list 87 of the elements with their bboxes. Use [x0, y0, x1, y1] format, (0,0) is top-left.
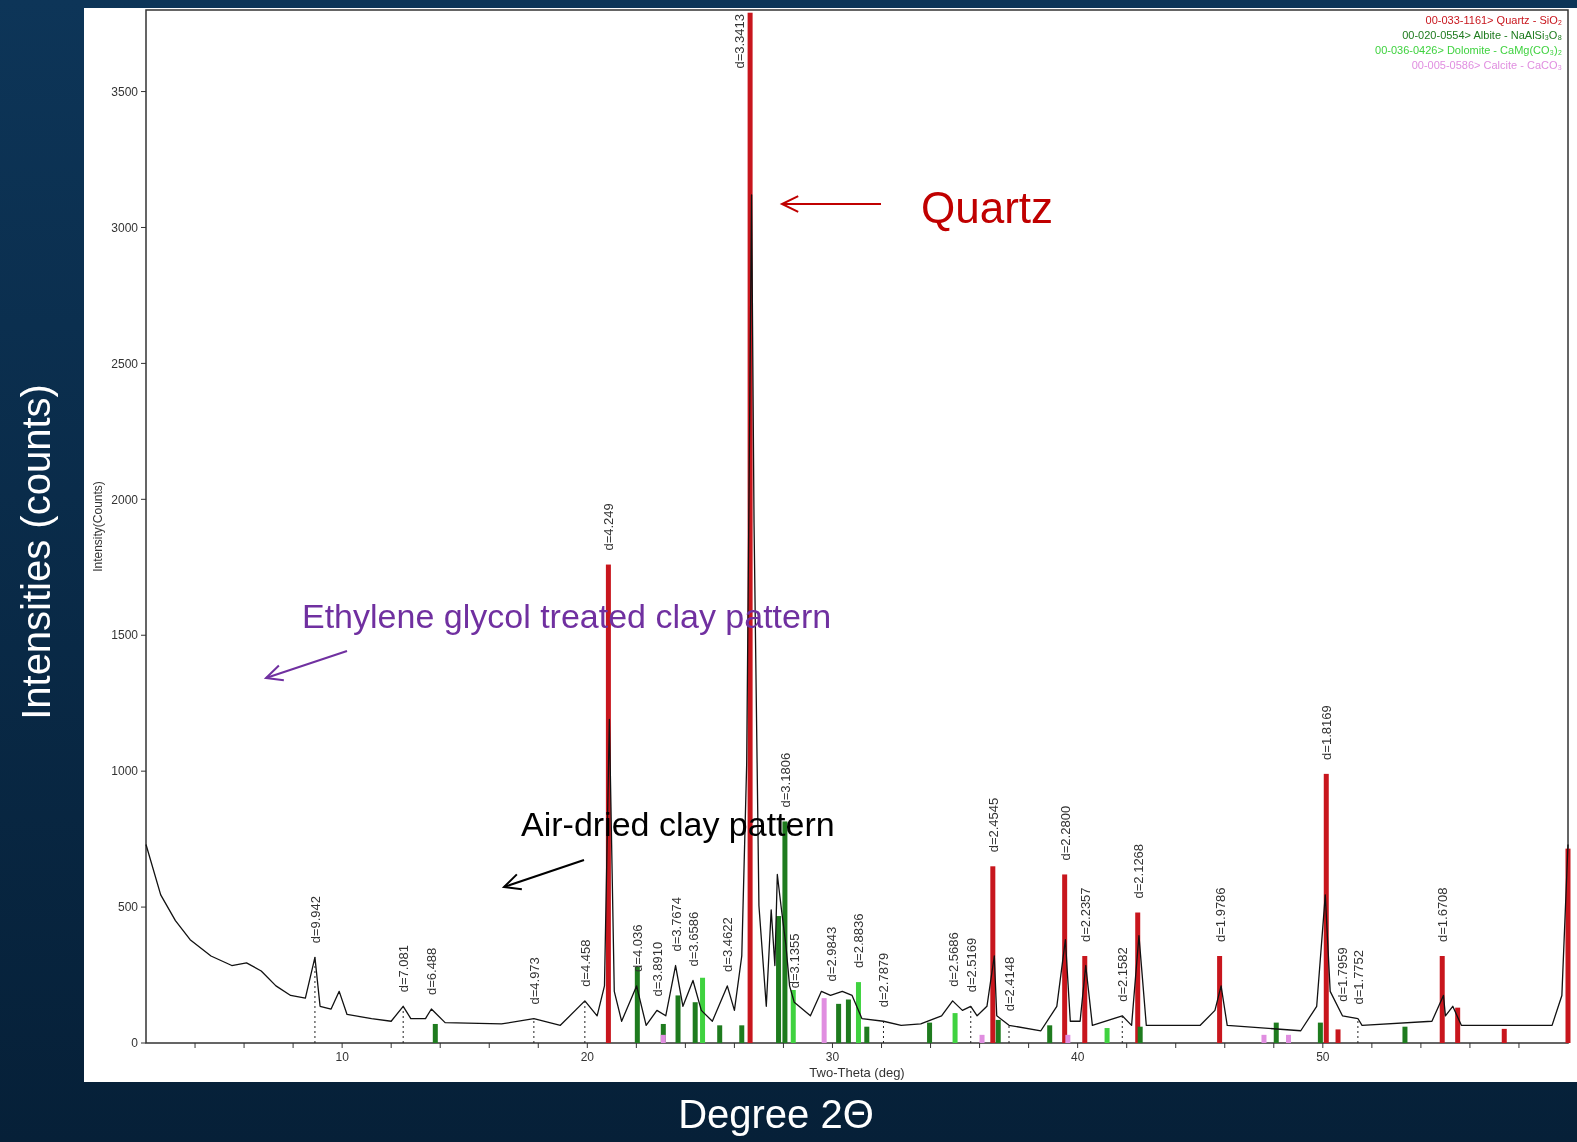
bar	[1217, 956, 1223, 1043]
bar	[1455, 1007, 1461, 1043]
annotation: d=1.6708	[1435, 887, 1451, 943]
y-tick-label: 1000	[111, 764, 139, 779]
annotation: d=3.8910	[649, 941, 665, 997]
annotation: Quartz	[921, 183, 1054, 232]
bar	[1047, 1025, 1053, 1043]
annotation: d=2.2357	[1077, 887, 1093, 943]
annotation: d=1.9786	[1212, 887, 1228, 943]
annotation: d=2.5169	[963, 937, 979, 993]
text: 00-036-0426> Dolomite - CaMg(CO₃)₂	[1375, 44, 1562, 56]
text: Intensities (counts)	[14, 384, 58, 720]
y-tick-label: 2000	[111, 492, 139, 507]
bar	[1565, 848, 1571, 1043]
bar	[790, 989, 796, 1043]
bar	[700, 977, 706, 1043]
bar	[717, 1025, 723, 1043]
bar	[1501, 1028, 1507, 1043]
y-tick-label: 3500	[111, 84, 139, 99]
annotation: d=2.1582	[1115, 947, 1131, 1002]
y-tick-label: 2500	[111, 356, 139, 371]
annotation: d=3.1355	[787, 933, 803, 989]
annotation: d=3.7674	[668, 896, 684, 952]
annotation: d=2.7879	[876, 952, 892, 1008]
annotation: d=1.7959	[1335, 947, 1351, 1002]
x-tick-label: 40	[1070, 1050, 1085, 1064]
bar	[864, 1026, 870, 1043]
x-tick-label: 50	[1316, 1050, 1330, 1064]
annotation: d=1.7752	[1350, 949, 1366, 1005]
bar	[1261, 1034, 1267, 1043]
annotation: d=2.8836	[851, 913, 867, 969]
x-tick-label: 10	[335, 1050, 350, 1064]
bar	[995, 1019, 1001, 1043]
x-tick-label: 30	[825, 1050, 840, 1064]
bar	[1335, 1029, 1341, 1043]
bar	[855, 982, 861, 1043]
y-axis-title: Intensity(Counts)	[91, 481, 105, 572]
bar	[1065, 1034, 1071, 1043]
annotation: d=7.081	[396, 944, 412, 993]
y-tick-label: 0	[131, 1036, 139, 1051]
bar	[1439, 956, 1445, 1043]
annotation: d=3.3413	[732, 14, 748, 69]
annotation: d=2.1268	[1130, 843, 1146, 899]
bar	[927, 1022, 933, 1043]
bar	[821, 998, 827, 1043]
bar	[1286, 1034, 1291, 1043]
annotation: d=2.9843	[823, 926, 839, 982]
bar	[692, 1002, 698, 1043]
annotation: d=6.488	[424, 947, 440, 996]
bar	[1104, 1028, 1110, 1043]
bar	[739, 1025, 745, 1043]
bar	[990, 866, 996, 1043]
x-axis-title: Two-Theta (deg)	[809, 1065, 905, 1080]
annotation: d=2.5686	[945, 932, 961, 987]
bar	[845, 999, 851, 1043]
annotation: d=1.8169	[1319, 705, 1335, 760]
annotation: d=4.973	[526, 957, 542, 1005]
y-tick-label: 500	[117, 900, 139, 915]
annotation: d=4.249	[601, 503, 617, 551]
bar	[675, 995, 681, 1043]
annotation: d=2.4148	[1002, 956, 1018, 1012]
text: Degree 2Θ	[678, 1092, 874, 1136]
bar	[1137, 1026, 1143, 1043]
bar	[1323, 773, 1329, 1043]
text: 00-033-1161> Quartz - SiO₂	[1425, 14, 1562, 26]
text: 00-005-0586> Calcite - CaCO₃	[1411, 59, 1562, 71]
x-tick-label: 20	[580, 1050, 595, 1064]
annotation: d=4.458	[577, 939, 593, 987]
y-tick-label: 1500	[111, 628, 139, 643]
y-tick-label: 3000	[111, 220, 139, 235]
annotation: d=3.1806	[777, 752, 793, 808]
bar	[1062, 874, 1068, 1043]
bar	[1317, 1022, 1323, 1043]
annotation: d=4.036	[629, 924, 645, 972]
bar	[952, 1013, 958, 1043]
bar	[660, 1034, 666, 1043]
line-series	[145, 194, 1569, 1032]
bar	[979, 1034, 985, 1043]
annotation: d=3.6586	[685, 911, 701, 967]
annotation: d=9.942	[307, 896, 323, 944]
bar	[432, 1023, 438, 1043]
annotation: d=3.4622	[720, 917, 736, 972]
annotation: d=2.2800	[1057, 805, 1073, 861]
bar	[836, 1003, 842, 1043]
text: 00-020-0554> Albite - NaAlSi₃O₈	[1402, 29, 1562, 41]
bar	[1402, 1026, 1408, 1043]
annotation: d=2.4545	[985, 797, 1001, 853]
